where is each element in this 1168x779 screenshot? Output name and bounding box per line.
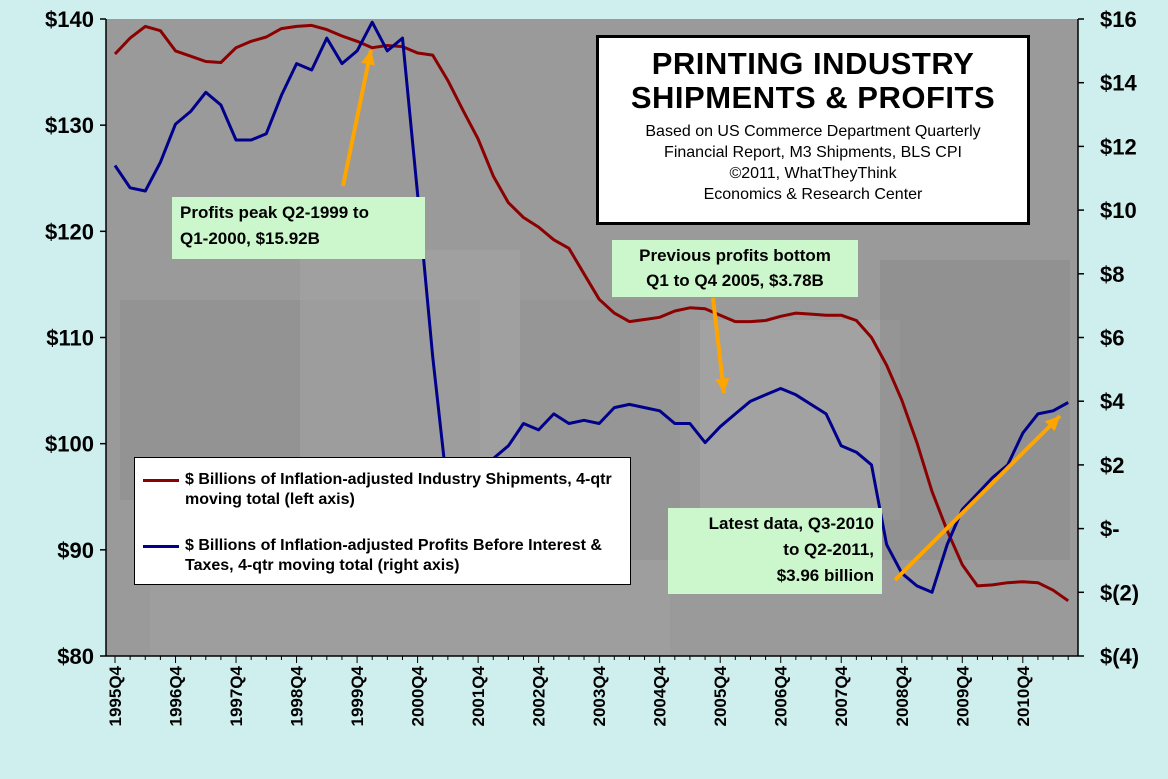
y-right-tick-label: $2 xyxy=(1100,453,1124,478)
series-line-profits xyxy=(113,20,1069,594)
subtitle-line-2: Financial Report, M3 Shipments, BLS CPI xyxy=(664,144,962,161)
series-line-shipments xyxy=(113,23,1070,603)
y-left-tick-label: $80 xyxy=(57,644,94,669)
annotation-latest-line-1: Latest data, Q3-2010 xyxy=(708,514,874,533)
y-left-tick-label: $90 xyxy=(57,538,94,563)
y-right-tick-label: $- xyxy=(1100,517,1120,542)
x-tick-label: 1996Q4 xyxy=(167,665,186,726)
x-tick-label: 2004Q4 xyxy=(651,665,670,726)
plot-shade-4 xyxy=(700,320,900,520)
x-tick-label: 1999Q4 xyxy=(348,665,367,726)
x-tick-label: 2003Q4 xyxy=(590,665,609,726)
y-right-tick-label: $10 xyxy=(1100,198,1137,223)
chart-title: PRINTING INDUSTRY SHIPMENTS & PROFITS xyxy=(599,47,1027,115)
x-tick-label: 2007Q4 xyxy=(832,665,851,726)
legend-label-profits: $ Billions of Inflation-adjusted Profits… xyxy=(185,537,602,574)
annotation-latest-line-2: to Q2-2011, xyxy=(783,540,874,559)
x-tick-label: 2002Q4 xyxy=(530,665,549,726)
x-tick-label: 2000Q4 xyxy=(409,665,428,726)
legend-item-shipments: $ Billions of Inflation-adjusted Industr… xyxy=(143,470,625,510)
x-tick-label: 1997Q4 xyxy=(227,665,246,726)
y-left-tick-label: $140 xyxy=(45,7,94,32)
annotation-profits-bottom-line-2: Q1 to Q4 2005, $3.78B xyxy=(646,271,824,290)
annotation-profits-peak-line-1: Profits peak Q2-1999 to xyxy=(180,203,369,222)
x-tick-label: 2001Q4 xyxy=(469,665,488,726)
chart-legend: $ Billions of Inflation-adjusted Industr… xyxy=(134,457,631,585)
legend-item-profits: $ Billions of Inflation-adjusted Profits… xyxy=(143,536,625,576)
x-tick-label: 1995Q4 xyxy=(106,665,125,726)
annotation-profits-peak-line-2: Q1-2000, $15.92B xyxy=(180,229,320,248)
chart-subtitle: Based on US Commerce Department Quarterl… xyxy=(599,121,1027,205)
chart-title-line-1: PRINTING INDUSTRY xyxy=(651,46,975,81)
y-left-tick-label: $110 xyxy=(46,326,94,351)
chart-title-box: PRINTING INDUSTRY SHIPMENTS & PROFITS Ba… xyxy=(596,35,1030,225)
y-right-tick-label: $4 xyxy=(1100,389,1125,414)
arrow-profits-peak-shaft xyxy=(341,49,373,187)
y-right-tick-label: $8 xyxy=(1100,262,1124,287)
annotation-latest-line-3: $3.96 billion xyxy=(776,566,874,585)
y-right-tick-label: $6 xyxy=(1100,326,1124,351)
arrow-latest-data-head xyxy=(1044,416,1060,432)
legend-swatch-shipments xyxy=(143,479,179,482)
x-tick-label: 2006Q4 xyxy=(772,665,791,726)
chart-title-line-2: SHIPMENTS & PROFITS xyxy=(630,80,996,115)
annotation-latest-data: Latest data, Q3-2010 to Q2-2011, $3.96 b… xyxy=(668,508,882,594)
plot-shade-5 xyxy=(880,260,1070,560)
subtitle-line-3: ©2011, WhatTheyThink xyxy=(729,165,897,182)
subtitle-line-4: Economics & Research Center xyxy=(703,186,923,203)
y-right-tick-label: $14 xyxy=(1100,71,1137,96)
arrow-profits-bottom-head xyxy=(715,377,730,393)
x-tick-label: 2005Q4 xyxy=(711,665,730,726)
x-tick-label: 2008Q4 xyxy=(893,665,912,726)
y-right-tick-label: $(2) xyxy=(1100,580,1139,605)
annotation-profits-bottom-line-1: Previous profits bottom xyxy=(639,246,831,265)
y-left-tick-label: $130 xyxy=(45,113,94,138)
legend-swatch-profits xyxy=(143,545,179,548)
y-right-tick-label: $12 xyxy=(1100,134,1137,159)
y-left-tick-label: $100 xyxy=(45,432,94,457)
legend-label-shipments: $ Billions of Inflation-adjusted Industr… xyxy=(185,471,612,508)
arrow-latest-data-shaft xyxy=(893,414,1062,582)
y-left-tick-label: $120 xyxy=(45,219,94,244)
y-right-tick-label: $16 xyxy=(1100,7,1137,32)
x-tick-label: 2010Q4 xyxy=(1014,665,1033,726)
annotation-profits-peak: Profits peak Q2-1999 to Q1-2000, $15.92B xyxy=(172,197,425,259)
subtitle-line-1: Based on US Commerce Department Quarterl… xyxy=(645,123,981,140)
y-right-tick-label: $(4) xyxy=(1100,644,1139,669)
x-tick-label: 1998Q4 xyxy=(288,665,307,726)
x-tick-label: 2009Q4 xyxy=(953,665,972,726)
annotation-profits-bottom: Previous profits bottom Q1 to Q4 2005, $… xyxy=(612,240,858,297)
arrow-profits-bottom-shaft xyxy=(711,297,726,394)
arrow-profits-peak-head xyxy=(361,50,375,66)
